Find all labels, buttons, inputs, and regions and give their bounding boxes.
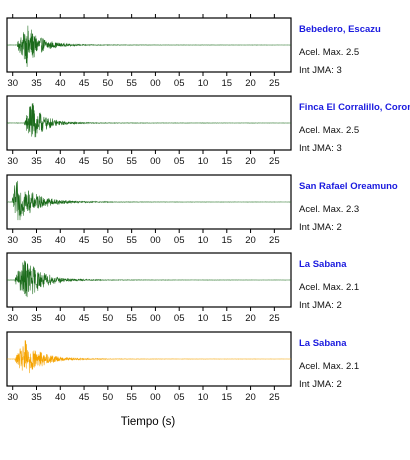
x-tick-label: 40: [55, 78, 66, 89]
x-tick-label: 00: [150, 78, 161, 89]
int-label-2: Int JMA: 3: [299, 143, 342, 154]
x-tick-label: 40: [55, 313, 66, 324]
waveform-3: [6, 180, 292, 221]
x-tick-label: 50: [103, 78, 114, 89]
x-tick-label: 30: [7, 392, 18, 403]
x-tick-label: 10: [198, 156, 209, 167]
x-tick-label: 05: [174, 156, 185, 167]
x-tick-label: 25: [269, 78, 280, 89]
x-tick-label: 55: [126, 392, 137, 403]
x-tick-label: 10: [198, 235, 209, 246]
int-label-1: Int JMA: 3: [299, 65, 342, 76]
waveform-1: [6, 25, 291, 67]
acel-label-2: Acel. Max. 2.5: [299, 125, 360, 136]
x-tick-label: 20: [245, 156, 256, 167]
x-tick-label: 50: [103, 235, 114, 246]
x-tick-label: 45: [79, 313, 90, 324]
acel-label-5: Acel. Max. 2.1: [299, 361, 360, 372]
x-tick-label: 50: [103, 392, 114, 403]
int-label-5: Int JMA: 2: [299, 379, 342, 390]
acel-label-4: Acel. Max. 2.1: [299, 282, 360, 293]
x-tick-label: 35: [31, 156, 42, 167]
x-tick-label: 55: [126, 156, 137, 167]
x-tick-label: 25: [269, 235, 280, 246]
waveform-2: [6, 102, 292, 138]
x-tick-label: 55: [126, 313, 137, 324]
waveform-5: [6, 340, 292, 374]
station-label-4: La Sabana: [299, 259, 347, 270]
x-tick-label: 10: [198, 313, 209, 324]
x-tick-label: 20: [245, 392, 256, 403]
x-tick-label: 40: [55, 235, 66, 246]
station-label-1: Bebedero, Escazu: [299, 24, 381, 35]
x-tick-label: 30: [7, 235, 18, 246]
x-tick-label: 20: [245, 313, 256, 324]
int-label-4: Int JMA: 2: [299, 300, 342, 311]
station-label-3: San Rafael Oreamuno: [299, 181, 398, 192]
x-tick-label: 00: [150, 313, 161, 324]
x-tick-label: 45: [79, 235, 90, 246]
x-tick-label: 50: [103, 313, 114, 324]
x-tick-label: 45: [79, 392, 90, 403]
x-tick-label: 25: [269, 313, 280, 324]
station-label-2: Finca El Corralillo, Coronado: [299, 102, 410, 113]
x-tick-label: 10: [198, 392, 209, 403]
x-tick-label: 20: [245, 235, 256, 246]
x-tick-label: 15: [221, 392, 232, 403]
x-tick-label: 40: [55, 156, 66, 167]
x-tick-label: 15: [221, 78, 232, 89]
x-tick-label: 10: [198, 78, 209, 89]
x-tick-label: 35: [31, 78, 42, 89]
x-tick-label: 05: [174, 313, 185, 324]
x-tick-label: 25: [269, 392, 280, 403]
x-tick-label: 15: [221, 313, 232, 324]
x-tick-label: 00: [150, 235, 161, 246]
x-tick-label: 45: [79, 78, 90, 89]
x-tick-label: 00: [150, 156, 161, 167]
x-tick-label: 35: [31, 392, 42, 403]
x-tick-label: 15: [221, 235, 232, 246]
station-label-5: La Sabana: [299, 338, 347, 349]
acel-label-3: Acel. Max. 2.3: [299, 204, 360, 215]
x-tick-label: 05: [174, 78, 185, 89]
x-axis-label: Tiempo (s): [120, 416, 176, 428]
x-tick-label: 50: [103, 156, 114, 167]
x-tick-label: 35: [31, 313, 42, 324]
x-tick-label: 05: [174, 392, 185, 403]
x-tick-label: 40: [55, 392, 66, 403]
x-tick-label: 55: [126, 235, 137, 246]
x-tick-label: 55: [126, 78, 137, 89]
x-tick-label: 45: [79, 156, 90, 167]
x-tick-label: 35: [31, 235, 42, 246]
x-tick-label: 05: [174, 235, 185, 246]
x-tick-label: 25: [269, 156, 280, 167]
x-tick-label: 15: [221, 156, 232, 167]
x-tick-label: 30: [7, 78, 18, 89]
x-tick-label: 30: [7, 313, 18, 324]
waveform-4: [6, 260, 292, 298]
x-tick-label: 20: [245, 78, 256, 89]
int-label-3: Int JMA: 2: [299, 222, 342, 233]
x-tick-label: 30: [7, 156, 18, 167]
acel-label-1: Acel. Max. 2.5: [299, 47, 360, 58]
x-tick-label: 00: [150, 392, 161, 403]
